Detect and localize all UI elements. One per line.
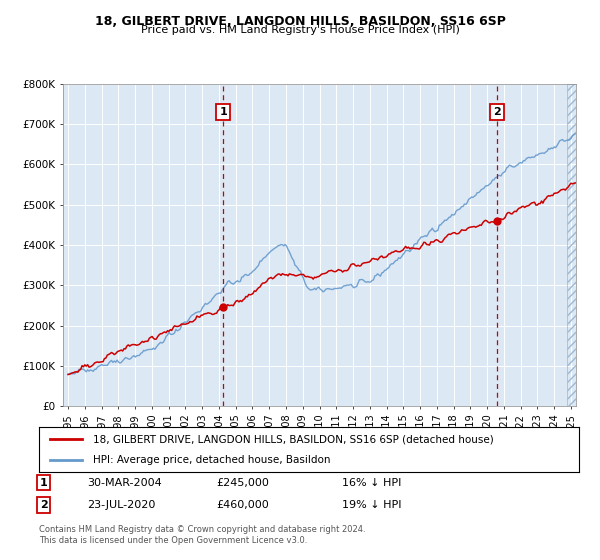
Text: Price paid vs. HM Land Registry's House Price Index (HPI): Price paid vs. HM Land Registry's House … bbox=[140, 25, 460, 35]
Text: HPI: Average price, detached house, Basildon: HPI: Average price, detached house, Basi… bbox=[93, 455, 331, 465]
Text: 16% ↓ HPI: 16% ↓ HPI bbox=[342, 478, 401, 488]
Text: 23-JUL-2020: 23-JUL-2020 bbox=[87, 500, 155, 510]
Text: 1: 1 bbox=[219, 107, 227, 117]
Text: Contains HM Land Registry data © Crown copyright and database right 2024.: Contains HM Land Registry data © Crown c… bbox=[39, 525, 365, 534]
Text: 2: 2 bbox=[493, 107, 501, 117]
Text: 18, GILBERT DRIVE, LANGDON HILLS, BASILDON, SS16 6SP (detached house): 18, GILBERT DRIVE, LANGDON HILLS, BASILD… bbox=[93, 434, 494, 444]
Text: 30-MAR-2004: 30-MAR-2004 bbox=[87, 478, 162, 488]
Text: 18, GILBERT DRIVE, LANGDON HILLS, BASILDON, SS16 6SP: 18, GILBERT DRIVE, LANGDON HILLS, BASILD… bbox=[95, 15, 505, 27]
Text: This data is licensed under the Open Government Licence v3.0.: This data is licensed under the Open Gov… bbox=[39, 536, 307, 545]
Text: 2: 2 bbox=[40, 500, 47, 510]
Text: 19% ↓ HPI: 19% ↓ HPI bbox=[342, 500, 401, 510]
Text: 1: 1 bbox=[40, 478, 47, 488]
Text: £245,000: £245,000 bbox=[216, 478, 269, 488]
Text: £460,000: £460,000 bbox=[216, 500, 269, 510]
